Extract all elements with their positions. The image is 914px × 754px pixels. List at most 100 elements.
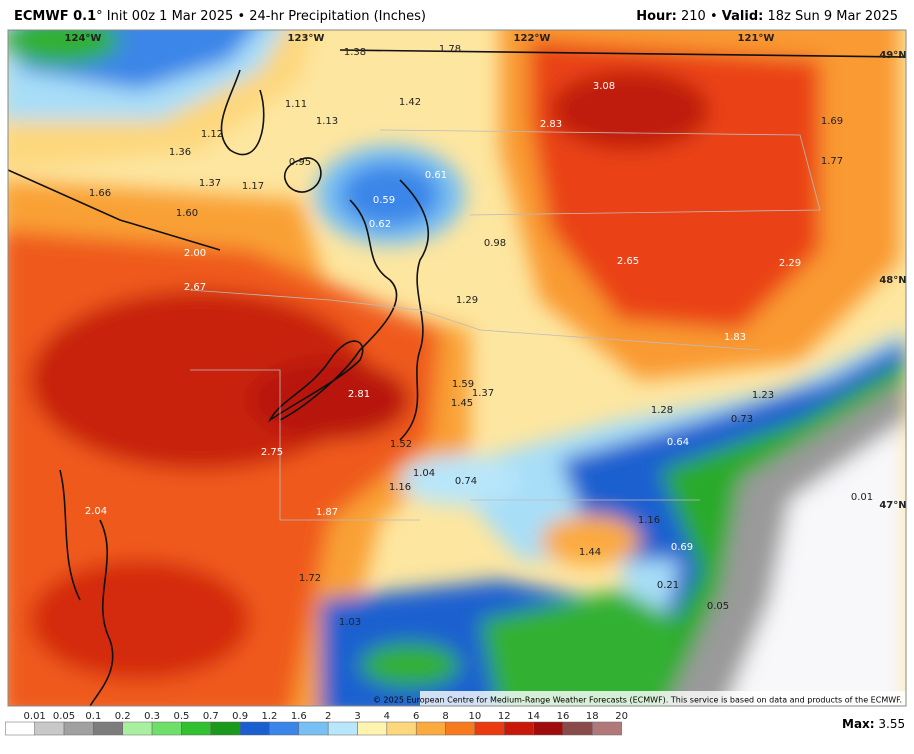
grid-label: 123°W bbox=[288, 33, 325, 44]
value-label: 1.83 bbox=[724, 332, 746, 343]
colorbar-label: 0.7 bbox=[203, 711, 219, 722]
value-label: 1.77 bbox=[821, 156, 843, 167]
colorbar-label: 0.2 bbox=[115, 711, 131, 722]
colorbar-swatch bbox=[386, 721, 417, 736]
colorbar-swatch bbox=[63, 721, 94, 736]
value-label: 1.28 bbox=[651, 405, 673, 416]
value-label: 2.04 bbox=[85, 506, 107, 517]
value-label: 2.83 bbox=[540, 119, 562, 130]
colorbar-swatch bbox=[445, 721, 476, 736]
value-label: 1.16 bbox=[638, 515, 660, 526]
value-label: 1.17 bbox=[242, 181, 264, 192]
value-label: 1.11 bbox=[285, 99, 307, 110]
value-label: 1.04 bbox=[413, 468, 435, 479]
colorbar-label: 1.2 bbox=[262, 711, 278, 722]
value-label: 1.52 bbox=[390, 439, 412, 450]
grid-label: 47°N bbox=[879, 500, 906, 511]
colorbar-swatch bbox=[151, 721, 182, 736]
colorbar-swatch bbox=[562, 721, 593, 736]
value-label: 1.69 bbox=[821, 116, 843, 127]
colorbar: 0.01 0.05 0.1 0.2 0.3 0.5 0.7 0.9 1.2 1.6 2 3 4 6 8 10 1… bbox=[5, 711, 628, 736]
value-label: 0.01 bbox=[851, 492, 873, 503]
grid-label: 121°W bbox=[738, 33, 775, 44]
value-label: 1.78 bbox=[439, 44, 461, 55]
colorbar-swatch bbox=[298, 721, 329, 736]
colorbar-label: 8 bbox=[442, 711, 448, 722]
value-label: 1.38 bbox=[344, 47, 366, 58]
value-label: 0.62 bbox=[369, 219, 391, 230]
colorbar-label: 0.3 bbox=[144, 711, 160, 722]
value-label: 1.72 bbox=[299, 573, 321, 584]
max-info: Max: 3.55 bbox=[842, 717, 905, 731]
value-label: 1.23 bbox=[752, 390, 774, 401]
value-label: 2.29 bbox=[779, 258, 801, 269]
colorbar-label: 14 bbox=[527, 711, 540, 722]
value-label: 0.98 bbox=[484, 238, 506, 249]
colorbar-label: 12 bbox=[498, 711, 511, 722]
colorbar-swatch bbox=[504, 721, 534, 736]
map: © 2025 European Centre for Medium-Range … bbox=[8, 30, 906, 706]
colorbar-label: 16 bbox=[557, 711, 570, 722]
colorbar-swatch bbox=[327, 721, 358, 736]
value-label: 0.74 bbox=[455, 476, 477, 487]
value-label: 2.75 bbox=[261, 447, 283, 458]
value-label: 0.95 bbox=[289, 157, 311, 168]
colorbar-label: 0.1 bbox=[85, 711, 101, 722]
colorbar-label: 18 bbox=[586, 711, 599, 722]
copyright: © 2025 European Centre for Medium-Range … bbox=[373, 696, 902, 705]
map-frame bbox=[7, 29, 907, 707]
value-label: 1.87 bbox=[316, 507, 338, 518]
colorbar-label: 2 bbox=[325, 711, 331, 722]
colorbar-swatch bbox=[5, 721, 35, 736]
colorbar-label: 0.9 bbox=[232, 711, 248, 722]
colorbar-swatch bbox=[93, 721, 123, 736]
colorbar-swatch bbox=[592, 721, 622, 736]
value-label: 1.12 bbox=[201, 129, 223, 140]
value-label: 1.42 bbox=[399, 97, 421, 108]
value-label: 1.36 bbox=[169, 147, 191, 158]
grid-label: 122°W bbox=[514, 33, 551, 44]
value-label: 1.37 bbox=[472, 388, 494, 399]
colorbar-label: 1.6 bbox=[291, 711, 307, 722]
header-left: ECMWF 0.1° Init 00z 1 Mar 2025 • 24-hr P… bbox=[14, 9, 426, 24]
value-label: 1.66 bbox=[89, 188, 111, 199]
value-label: 1.44 bbox=[579, 547, 601, 558]
value-label: 0.69 bbox=[671, 542, 693, 553]
value-label: 2.67 bbox=[184, 282, 206, 293]
value-label: 0.64 bbox=[667, 437, 689, 448]
colorbar-label: 20 bbox=[615, 711, 628, 722]
colorbar-swatch bbox=[122, 721, 153, 736]
value-label: 3.08 bbox=[593, 81, 615, 92]
value-label: 0.59 bbox=[373, 195, 395, 206]
colorbar-label: 0.5 bbox=[173, 711, 189, 722]
colorbar-swatch bbox=[415, 721, 446, 736]
colorbar-swatch bbox=[181, 721, 212, 736]
colorbar-label: 6 bbox=[413, 711, 419, 722]
colorbar-swatch bbox=[474, 721, 505, 736]
colorbar-swatch bbox=[357, 721, 388, 736]
value-label: 1.13 bbox=[316, 116, 338, 127]
colorbar-label: 0.05 bbox=[53, 711, 75, 722]
value-label: 2.65 bbox=[617, 256, 639, 267]
value-label: 2.81 bbox=[348, 389, 370, 400]
colorbar-label: 3 bbox=[354, 711, 360, 722]
value-label: 2.00 bbox=[184, 248, 206, 259]
value-label: 0.61 bbox=[425, 170, 447, 181]
value-label: 0.21 bbox=[657, 580, 679, 591]
value-label: 1.60 bbox=[176, 208, 198, 219]
grid-label: 48°N bbox=[879, 275, 906, 286]
colorbar-swatch bbox=[34, 721, 65, 736]
colorbar-swatch bbox=[239, 721, 270, 736]
colorbar-swatch bbox=[210, 721, 241, 736]
colorbar-label: 4 bbox=[384, 711, 390, 722]
colorbar-label: 10 bbox=[469, 711, 482, 722]
colorbar-label: 0.01 bbox=[24, 711, 46, 722]
colorbar-swatch bbox=[269, 721, 300, 736]
grid-label: 124°W bbox=[65, 33, 102, 44]
value-label: 0.73 bbox=[731, 414, 753, 425]
value-label: 1.59 bbox=[452, 379, 474, 390]
colorbar-swatch bbox=[533, 721, 564, 736]
value-label: 1.37 bbox=[199, 178, 221, 189]
